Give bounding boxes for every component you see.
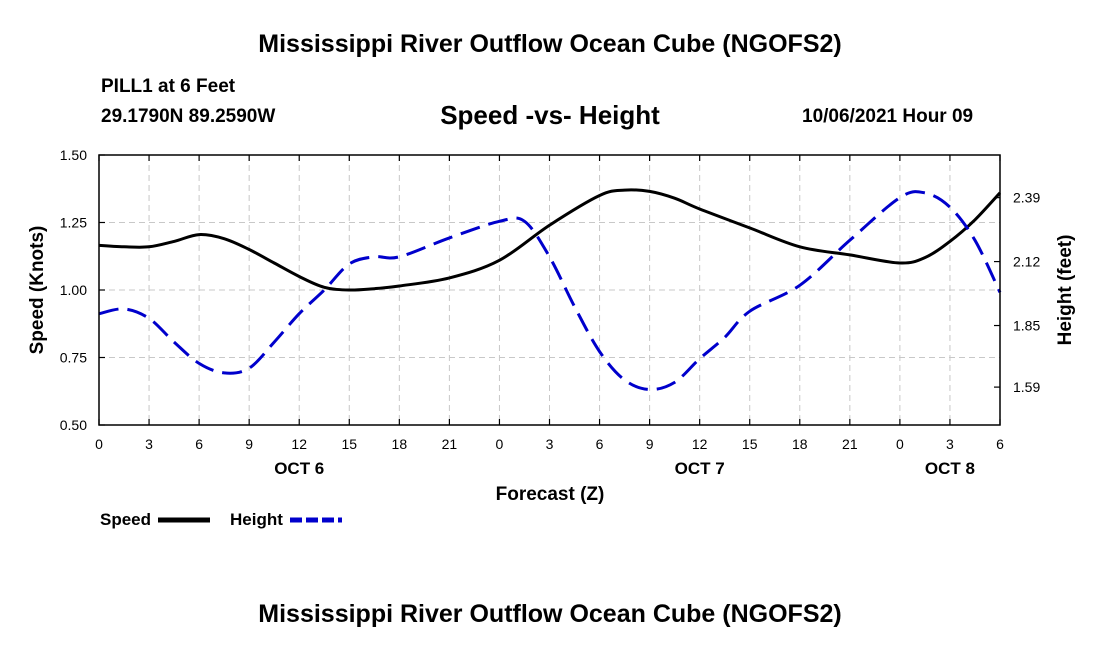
x-tick-label: 3 — [946, 436, 954, 452]
grid-lines — [99, 155, 1000, 425]
y2-tick-label: 1.59 — [1013, 379, 1040, 395]
x-tick-label: 12 — [692, 436, 708, 452]
date-label: OCT 7 — [675, 459, 725, 478]
x-tick-label: 21 — [842, 436, 858, 452]
x-tick-label: 12 — [291, 436, 307, 452]
y-tick-label: 0.75 — [60, 350, 87, 366]
y-tick-label: 0.50 — [60, 417, 87, 433]
y-tick-label: 1.25 — [60, 215, 87, 231]
x-tick-label: 21 — [442, 436, 458, 452]
x-tick-label: 6 — [195, 436, 203, 452]
x-tick-label: 0 — [496, 436, 504, 452]
x-tick-label: 0 — [896, 436, 904, 452]
x-tick-label: 18 — [392, 436, 408, 452]
date-labels: OCT 6 OCT 7 OCT 8 — [274, 459, 975, 478]
x-tick-label: 0 — [95, 436, 103, 452]
x-axis-title: Forecast (Z) — [496, 484, 605, 505]
legend-label: Speed — [100, 510, 151, 529]
y2-tick-label: 2.39 — [1013, 190, 1040, 206]
y2-tick-label: 2.12 — [1013, 254, 1040, 270]
x-tick-label: 18 — [792, 436, 808, 452]
x-tick-label: 15 — [341, 436, 357, 452]
legend-label: Height — [230, 510, 283, 529]
y-axis-left: 0.50 0.75 1.00 1.25 1.50 — [60, 147, 105, 433]
y-axis-right: 1.59 1.85 2.12 2.39 — [994, 190, 1040, 395]
y2-axis-title: Height (feet) — [1055, 235, 1076, 346]
date-label: OCT 6 — [274, 459, 324, 478]
x-tick-label: 6 — [996, 436, 1004, 452]
x-tick-label: 3 — [546, 436, 554, 452]
y-tick-label: 1.00 — [60, 282, 87, 298]
y2-tick-label: 1.85 — [1013, 318, 1040, 334]
y-axis-title: Speed (Knots) — [27, 226, 48, 355]
date-label: OCT 8 — [925, 459, 975, 478]
speed-height-chart: 0 3 6 9 12 15 18 21 0 3 6 9 12 15 18 21 0 3 6 0.50 0.75 1.00… — [0, 0, 1100, 650]
x-tick-label: 15 — [742, 436, 758, 452]
x-tick-label: 9 — [646, 436, 654, 452]
x-tick-label: 6 — [596, 436, 604, 452]
y-tick-label: 1.50 — [60, 147, 87, 163]
legend: Speed Height — [100, 510, 342, 529]
x-tick-label: 3 — [145, 436, 153, 452]
x-tick-label: 9 — [245, 436, 253, 452]
